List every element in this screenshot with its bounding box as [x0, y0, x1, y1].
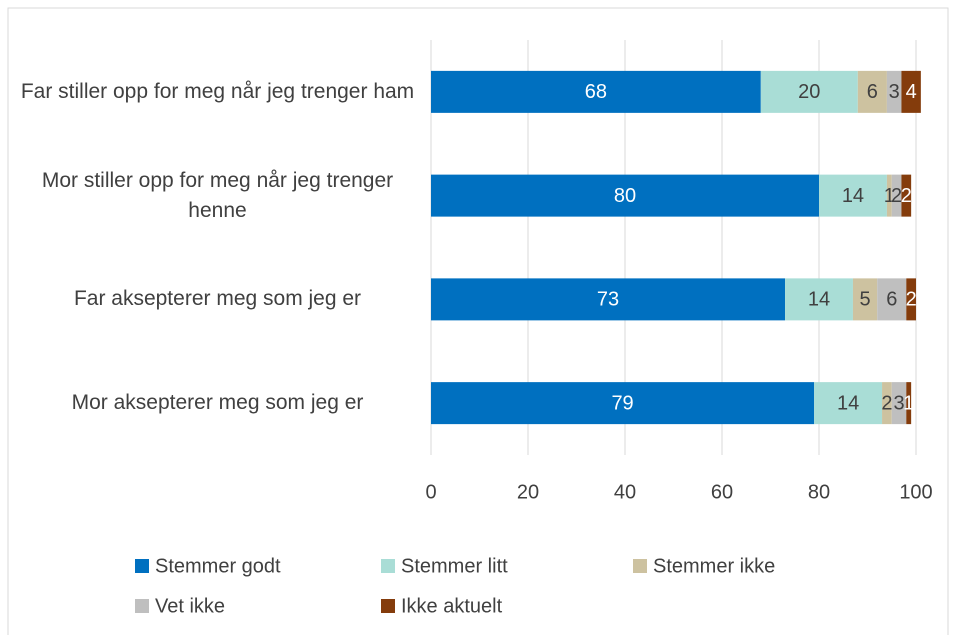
- data-label: 2: [906, 289, 917, 311]
- legend-swatch: [381, 559, 395, 573]
- bar-segment: [906, 382, 912, 425]
- data-label: 3: [893, 392, 904, 414]
- y-tick-label: Mor aksepterer meg som jeg er: [71, 391, 364, 415]
- data-label: 79: [611, 392, 633, 414]
- bar-segment: [852, 278, 878, 321]
- data-label: 73: [597, 289, 619, 311]
- x-tick-label: 80: [808, 481, 830, 503]
- y-tick-label: Far stiller opp for meg når jeg trenger …: [20, 79, 415, 103]
- x-tick-label: 20: [517, 481, 539, 503]
- data-label: 68: [585, 81, 607, 103]
- data-label: 2: [891, 185, 902, 207]
- legend-label: Stemmer ikke: [653, 555, 775, 577]
- x-tick-label: 100: [899, 481, 932, 503]
- bar-segment: [819, 174, 887, 217]
- data-label: 14: [842, 185, 864, 207]
- legend-swatch: [381, 599, 395, 613]
- bar-segment: [431, 70, 761, 113]
- data-label: 5: [860, 289, 871, 311]
- bar-segment: [760, 70, 858, 113]
- bar-segment: [886, 70, 902, 113]
- data-label: 6: [867, 81, 878, 103]
- legend-swatch: [135, 559, 149, 573]
- data-label: 80: [614, 185, 636, 207]
- bar-segment: [882, 382, 892, 425]
- bar-segment: [901, 70, 921, 113]
- data-label: 1: [884, 185, 895, 207]
- x-tick-label: 40: [614, 481, 636, 503]
- data-label: 14: [837, 392, 859, 414]
- data-label: 6: [886, 289, 897, 311]
- y-tick-label: Far aksepterer meg som jeg er: [73, 287, 362, 311]
- data-label: 14: [808, 289, 830, 311]
- bar-segment: [891, 382, 907, 425]
- legend-swatch: [633, 559, 647, 573]
- data-label: 2: [901, 185, 912, 207]
- bar-segment: [785, 278, 853, 321]
- x-tick-label: 0: [425, 481, 436, 503]
- bar-segment: [906, 278, 916, 321]
- chart-frame: [7, 7, 949, 635]
- data-label: 3: [889, 81, 900, 103]
- bar-segment: [431, 174, 819, 217]
- legend-swatch: [135, 599, 149, 613]
- y-tick-label: Mor stiller opp for meg når jeg trenger …: [41, 168, 394, 222]
- x-tick-label: 60: [711, 481, 733, 503]
- bar-segment: [901, 174, 912, 217]
- data-label: 20: [798, 81, 820, 103]
- bar-segment: [857, 70, 887, 113]
- bar-segment: [431, 278, 786, 321]
- bar-segment: [814, 382, 883, 425]
- legend-label: Vet ikke: [155, 595, 225, 617]
- bar-segment: [431, 382, 815, 425]
- bar-segment: [877, 278, 907, 321]
- legend-label: Stemmer godt: [155, 555, 281, 577]
- data-label: 1: [903, 392, 914, 414]
- legend-label: Ikke aktuelt: [401, 595, 503, 617]
- bar-segment: [886, 174, 892, 217]
- data-label: 2: [881, 392, 892, 414]
- bar-segment: [891, 174, 902, 217]
- data-label: 4: [906, 81, 917, 103]
- legend-label: Stemmer litt: [401, 555, 508, 577]
